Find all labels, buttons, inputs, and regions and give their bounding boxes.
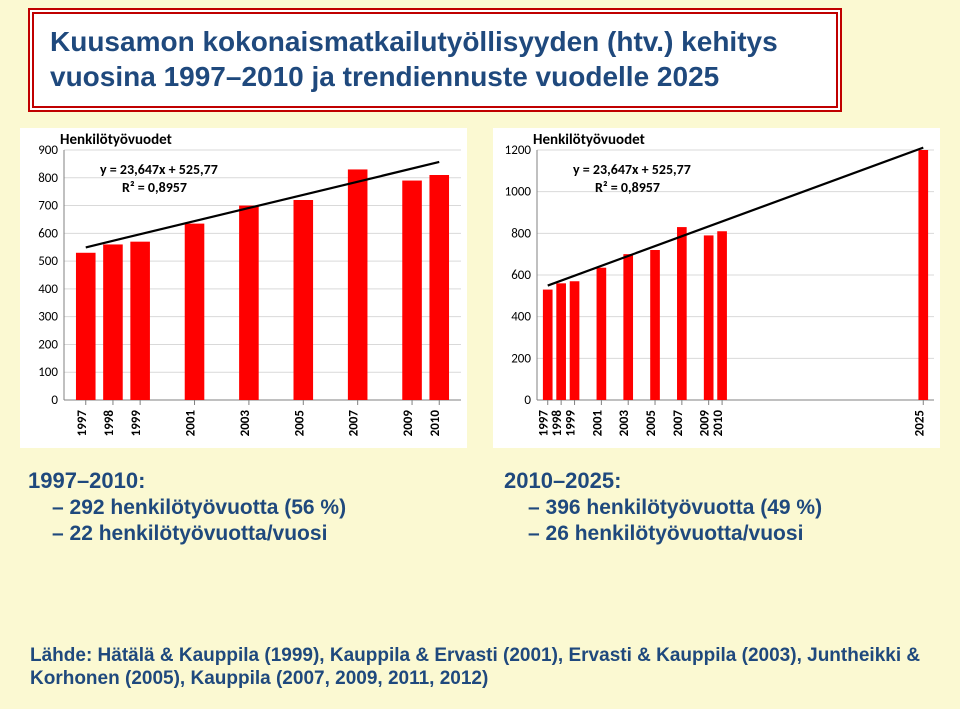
svg-text:2005: 2005 (292, 410, 307, 436)
svg-text:800: 800 (511, 226, 531, 241)
right-bullets-heading: 2010–2025: (504, 468, 940, 494)
right-bullets-line1: 396 henkilötyövuotta (49 %) (528, 496, 940, 520)
svg-text:2001: 2001 (184, 410, 199, 437)
svg-text:Henkilötyövuodet: Henkilötyövuodet (533, 131, 645, 149)
source: Lähde: Hätälä & Kauppila (1999), Kauppil… (30, 644, 930, 692)
svg-text:300: 300 (38, 310, 58, 325)
svg-text:100: 100 (38, 365, 58, 380)
svg-text:700: 700 (38, 199, 58, 214)
svg-text:2010: 2010 (428, 410, 443, 437)
left-bullets-heading: 1997–2010: (28, 468, 464, 494)
title-box: Kuusamon kokonaismatkailutyöllisyyden (h… (28, 8, 842, 112)
svg-text:2003: 2003 (617, 410, 632, 437)
svg-text:R² = 0,8957: R² = 0,8957 (122, 179, 187, 196)
svg-text:2003: 2003 (238, 410, 253, 437)
svg-text:2007: 2007 (347, 410, 362, 437)
svg-text:1997: 1997 (75, 410, 90, 437)
svg-text:200: 200 (38, 337, 58, 352)
svg-text:R² = 0,8957: R² = 0,8957 (595, 179, 660, 196)
svg-text:2005: 2005 (644, 410, 659, 436)
bullets-row: 1997–2010: 292 henkilötyövuotta (56 %) 2… (20, 468, 940, 548)
svg-text:y = 23,647x + 525,77: y = 23,647x + 525,77 (573, 161, 691, 178)
svg-text:1000: 1000 (505, 185, 532, 200)
svg-text:1999: 1999 (564, 410, 579, 437)
page-title: Kuusamon kokonaismatkailutyöllisyyden (h… (50, 24, 820, 94)
right-bullets-line2: 26 henkilötyövuotta/vuosi (528, 522, 940, 546)
svg-text:0: 0 (524, 393, 531, 408)
svg-text:Henkilötyövuodet: Henkilötyövuodet (60, 131, 172, 149)
svg-text:200: 200 (511, 351, 531, 366)
svg-text:y = 23,647x + 525,77: y = 23,647x + 525,77 (100, 161, 218, 178)
svg-text:0: 0 (51, 393, 58, 408)
charts-row: 0 100 200 300 400 500 600 700 800 900 1997 1998 1999… (20, 128, 940, 448)
left-bullets-line2: 22 henkilötyövuotta/vuosi (52, 522, 464, 546)
svg-text:1200: 1200 (505, 143, 532, 158)
svg-text:2009: 2009 (401, 410, 416, 437)
svg-text:500: 500 (38, 254, 58, 269)
svg-text:2001: 2001 (590, 410, 605, 437)
svg-text:400: 400 (511, 310, 531, 325)
chart-left: 0 100 200 300 400 500 600 700 800 900 1997 1998 1999… (20, 128, 467, 448)
svg-text:2007: 2007 (671, 410, 686, 437)
page: Kuusamon kokonaismatkailutyöllisyyden (h… (0, 0, 960, 709)
right-bullets: 2010–2025: 396 henkilötyövuotta (49 %) 2… (496, 468, 940, 548)
svg-text:600: 600 (38, 226, 58, 241)
svg-text:600: 600 (511, 268, 531, 283)
chart-right: 0200400600800100012001997199819992001200… (493, 128, 940, 448)
svg-text:400: 400 (38, 282, 58, 297)
svg-text:800: 800 (38, 171, 58, 186)
left-bullets-line1: 292 henkilötyövuotta (56 %) (52, 496, 464, 520)
svg-text:900: 900 (38, 143, 58, 158)
svg-text:1999: 1999 (129, 410, 144, 437)
svg-text:1998: 1998 (102, 410, 117, 437)
svg-text:2025: 2025 (912, 410, 927, 436)
svg-text:2010: 2010 (711, 410, 726, 437)
left-bullets: 1997–2010: 292 henkilötyövuotta (56 %) 2… (20, 468, 464, 548)
